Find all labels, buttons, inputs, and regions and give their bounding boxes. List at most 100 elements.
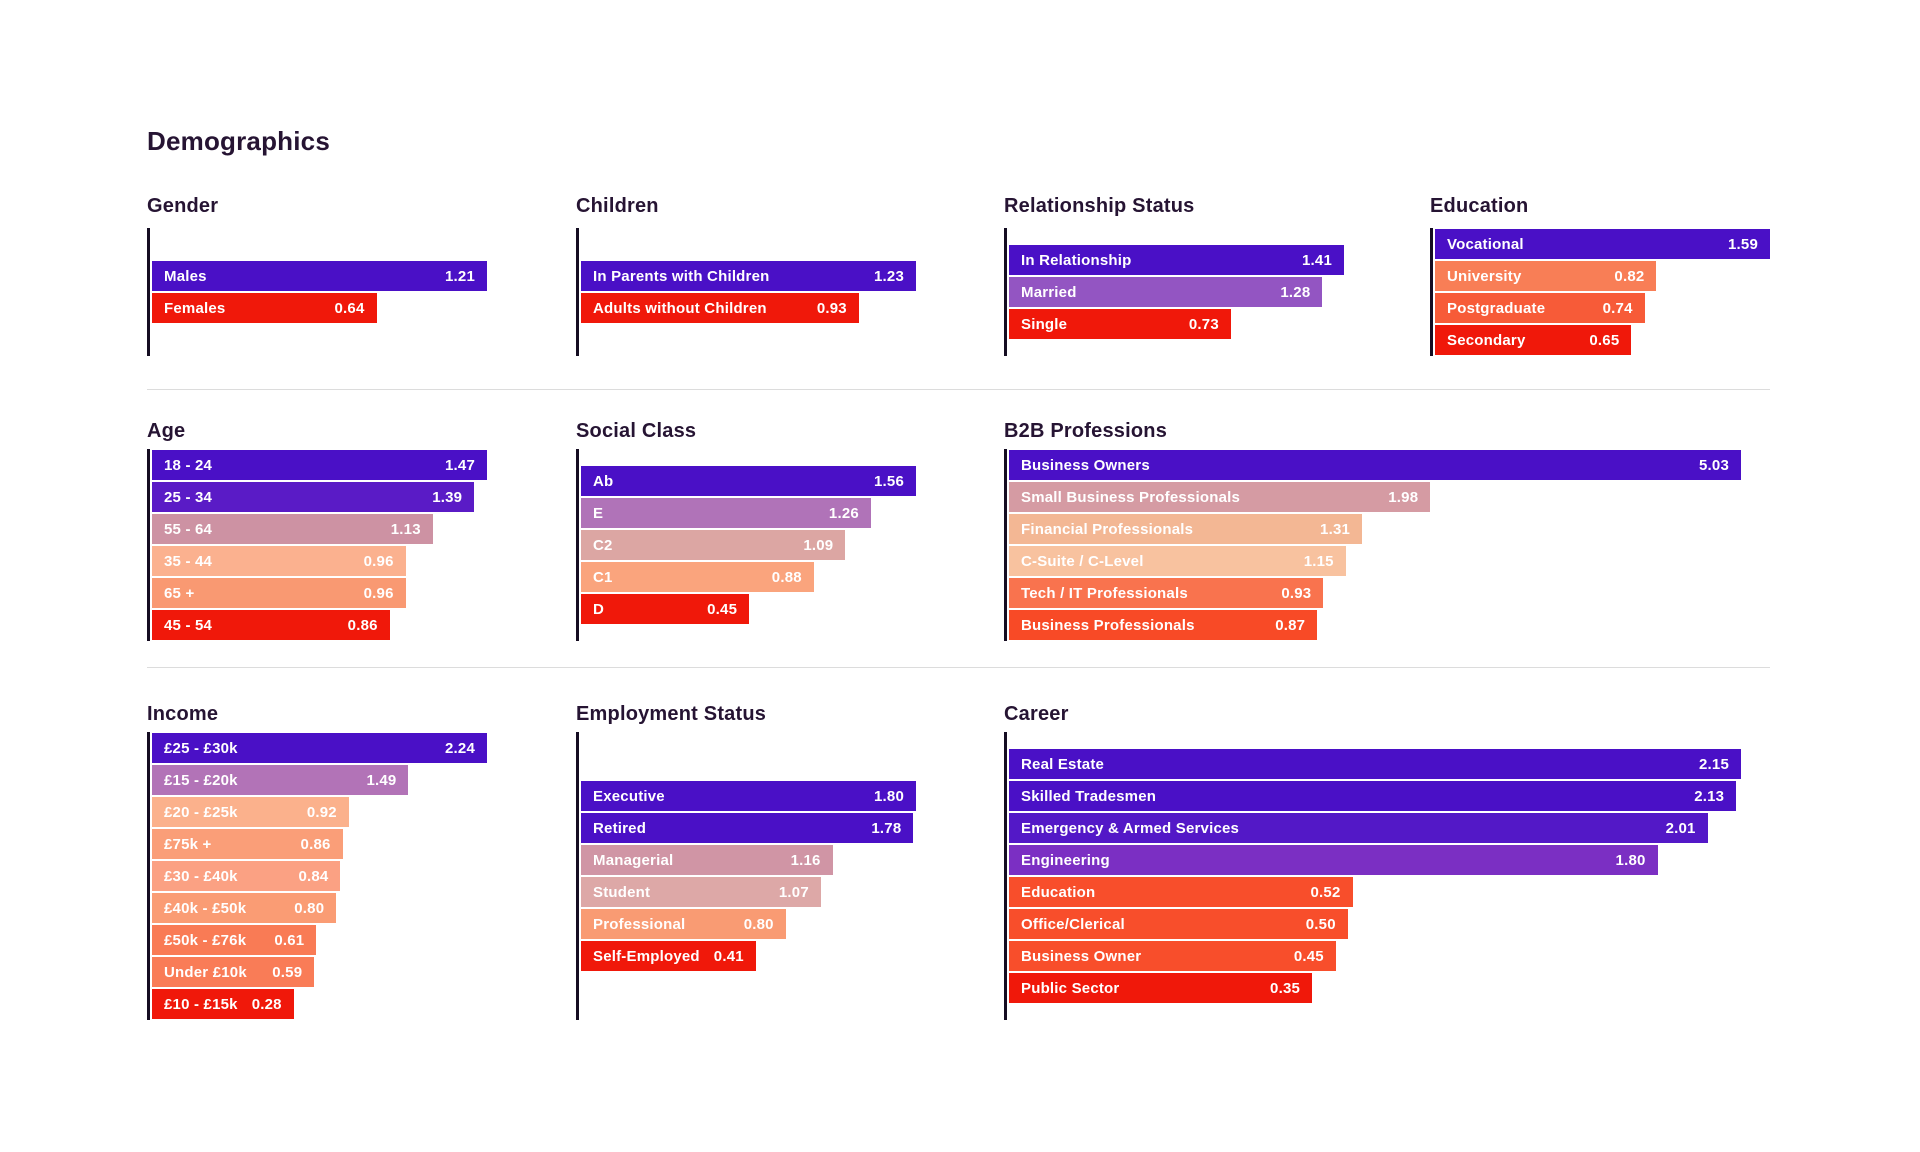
bar-25-30k: £25 - £30k 2.24 bbox=[152, 733, 487, 763]
y-axis-line bbox=[147, 732, 150, 1020]
bar-small-business-professionals: Small Business Professionals 1.98 bbox=[1009, 482, 1431, 512]
chart-b2b-professions: B2B Professions Business Owners 5.03 Small… bbox=[1004, 419, 1741, 641]
bar-under-10k: Under £10k 0.59 bbox=[152, 957, 315, 987]
chart-title-education: Education bbox=[1430, 195, 1529, 217]
bar-label: C-Suite / C-Level bbox=[1021, 552, 1144, 570]
bar-business-owners: Business Owners 5.03 bbox=[1009, 450, 1741, 480]
bar-value: 1.21 bbox=[445, 267, 475, 285]
page-title: Demographics bbox=[147, 126, 331, 156]
bar-value: 0.73 bbox=[1188, 315, 1219, 333]
bar-value: 0.80 bbox=[743, 915, 774, 933]
bar-value: 2.24 bbox=[445, 739, 475, 757]
bar-25-34: 25 - 34 1.39 bbox=[152, 482, 475, 512]
bar-males: Males 1.21 bbox=[152, 261, 487, 291]
bar-value: 1.09 bbox=[803, 536, 834, 554]
bar-label: Small Business Professionals bbox=[1021, 488, 1241, 506]
bar-value: 2.01 bbox=[1665, 819, 1696, 837]
bar-e: E 1.26 bbox=[581, 498, 871, 528]
plot-area: Real Estate 2.15 Skilled Tradesmen 2.13 Emer… bbox=[1004, 732, 1741, 1020]
bar-business-owner: Business Owner 0.45 bbox=[1009, 941, 1336, 971]
bar-value: 5.03 bbox=[1699, 456, 1729, 474]
bar-label: E bbox=[593, 504, 604, 522]
bar-40k-50k: £40k - £50k 0.80 bbox=[152, 893, 337, 923]
bar-label: Business Owners bbox=[1021, 456, 1150, 474]
bar-females: Females 0.64 bbox=[152, 293, 377, 323]
bar-value: 1.31 bbox=[1320, 520, 1351, 538]
bar-tech-it-professionals: Tech / IT Professionals 0.93 bbox=[1009, 578, 1324, 608]
bar-50k-76k: £50k - £76k 0.61 bbox=[152, 925, 317, 955]
bar-20-25k: £20 - £25k 0.92 bbox=[152, 797, 349, 827]
bar-value: 1.41 bbox=[1302, 251, 1332, 269]
bar-value: 1.59 bbox=[1728, 235, 1758, 253]
bar-financial-professionals: Financial Professionals 1.31 bbox=[1009, 514, 1363, 544]
bar-value: 0.61 bbox=[274, 931, 305, 949]
bar-value: 0.96 bbox=[363, 552, 394, 570]
bar-value: 1.49 bbox=[366, 771, 397, 789]
chart-education: Education Vocational 1.59 University 0.82 Po… bbox=[1430, 194, 1770, 356]
chart-title-career: Career bbox=[1004, 703, 1069, 725]
bar-label: Self-Employed bbox=[593, 947, 700, 965]
bar-value: 0.82 bbox=[1614, 267, 1645, 285]
chart-social-class: Social Class Ab 1.56 E 1.26 C2 1.09 C1 0.88 D 0.4… bbox=[576, 419, 916, 641]
bar-value: 0.45 bbox=[1293, 947, 1324, 965]
bar-label: £75k + bbox=[164, 835, 212, 853]
bar-label: Financial Professionals bbox=[1021, 520, 1194, 538]
bar-value: 1.39 bbox=[432, 488, 463, 506]
bar-engineering: Engineering 1.80 bbox=[1009, 845, 1658, 875]
bar-value: 1.16 bbox=[790, 851, 821, 869]
bar-label: Single bbox=[1021, 315, 1068, 333]
bar-student: Student 1.07 bbox=[581, 877, 821, 907]
bar-label: Business Professionals bbox=[1021, 616, 1195, 634]
chart-children: Children In Parents with Children 1.23 Adu… bbox=[576, 194, 916, 356]
bar-value: 0.64 bbox=[334, 299, 365, 317]
bar-real-estate: Real Estate 2.15 bbox=[1009, 749, 1741, 779]
bar-value: 1.13 bbox=[390, 520, 421, 538]
bar-label: Males bbox=[164, 267, 207, 285]
bar-value: 0.92 bbox=[306, 803, 337, 821]
bar-value: 0.87 bbox=[1275, 616, 1306, 634]
bar-label: £10 - £15k bbox=[164, 995, 238, 1013]
bar-value: 1.98 bbox=[1388, 488, 1419, 506]
bar-secondary: Secondary 0.65 bbox=[1435, 325, 1632, 355]
bar-label: Executive bbox=[593, 787, 665, 805]
bar-65: 65 + 0.96 bbox=[152, 578, 406, 608]
bar-value: 1.15 bbox=[1303, 552, 1334, 570]
bar-value: 0.86 bbox=[300, 835, 331, 853]
bar-retired: Retired 1.78 bbox=[581, 813, 914, 843]
bar-label: In Parents with Children bbox=[593, 267, 770, 285]
plot-area: £25 - £30k 2.24 £15 - £20k 1.49 £20 - £25k 0.… bbox=[147, 732, 487, 1020]
bar-value: 1.23 bbox=[874, 267, 904, 285]
bar-label: Education bbox=[1021, 883, 1096, 901]
bar-label: Public Sector bbox=[1021, 979, 1120, 997]
bar-value: 0.52 bbox=[1310, 883, 1341, 901]
plot-area: Executive 1.80 Retired 1.78 Managerial 1.16 St… bbox=[576, 732, 916, 1020]
bar-value: 1.78 bbox=[871, 819, 902, 837]
section-divider-top bbox=[147, 389, 1770, 390]
bar-adults-without-children: Adults without Children 0.93 bbox=[581, 293, 859, 323]
bar-value: 1.56 bbox=[874, 472, 904, 490]
chart-title-employment-status: Employment Status bbox=[576, 703, 767, 725]
chart-income: Income £25 - £30k 2.24 £15 - £20k 1.49 £20 -… bbox=[147, 702, 487, 1020]
y-axis-line bbox=[1430, 228, 1433, 356]
y-axis-line bbox=[576, 228, 579, 356]
bar-label: Professional bbox=[593, 915, 686, 933]
plot-area: In Relationship 1.41 Married 1.28 Single 0.73 bbox=[1004, 228, 1344, 356]
bar-value: 0.74 bbox=[1602, 299, 1633, 317]
bar-value: 0.80 bbox=[294, 899, 325, 917]
bar-value: 2.15 bbox=[1699, 755, 1729, 773]
chart-title-children: Children bbox=[576, 195, 659, 217]
section-divider-bottom bbox=[147, 667, 1770, 668]
bar-label: C2 bbox=[593, 536, 613, 554]
bar-label: 18 - 24 bbox=[164, 456, 213, 474]
bar-married: Married 1.28 bbox=[1009, 277, 1323, 307]
bar-label: Females bbox=[164, 299, 226, 317]
bar-label: 55 - 64 bbox=[164, 520, 213, 538]
bar-value: 0.93 bbox=[1281, 584, 1312, 602]
bar-ab: Ab 1.56 bbox=[581, 466, 916, 496]
bar-value: 0.35 bbox=[1270, 979, 1301, 997]
bar-label: D bbox=[593, 600, 605, 618]
y-axis-line bbox=[147, 228, 150, 356]
bar-label: Managerial bbox=[593, 851, 674, 869]
bar-label: £50k - £76k bbox=[164, 931, 247, 949]
